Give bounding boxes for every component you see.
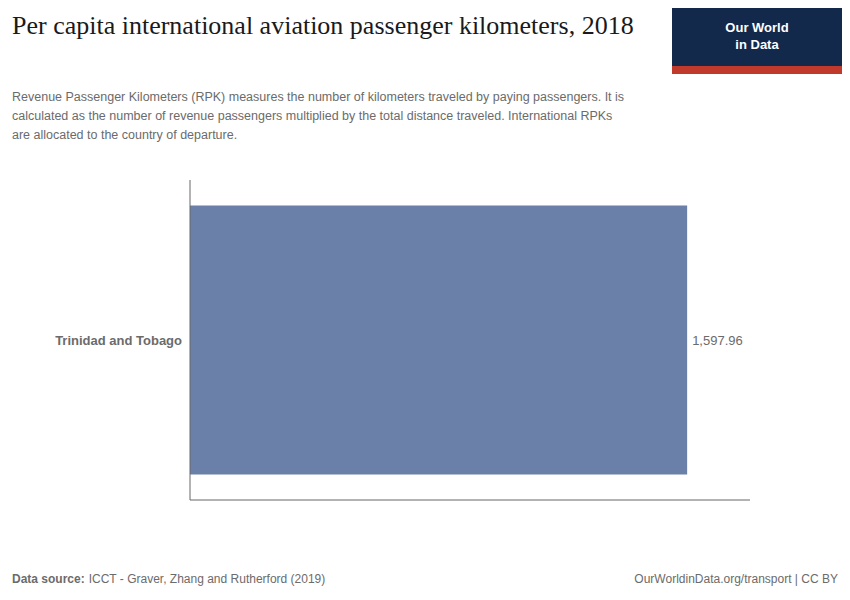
svg-text:Trinidad and Tobago: Trinidad and Tobago xyxy=(55,333,182,348)
html-text:OurWorldinData.org/transport |: OurWorldinData.org/transport | CC BY xyxy=(634,572,838,586)
html-text:Revenue Passenger Kilometers (: Revenue Passenger Kilometers (RPK) measu… xyxy=(12,90,625,142)
svg-text:1,597.96: 1,597.96 xyxy=(692,333,743,348)
html-text:Per capita international aviat: Per capita international aviation passen… xyxy=(12,11,634,40)
html-text:Our World in Data: Our World in Data xyxy=(725,20,789,52)
html-text:Data source: ICCT - Graver, Zh: Data source: ICCT - Graver, Zhang and Ru… xyxy=(12,572,326,586)
